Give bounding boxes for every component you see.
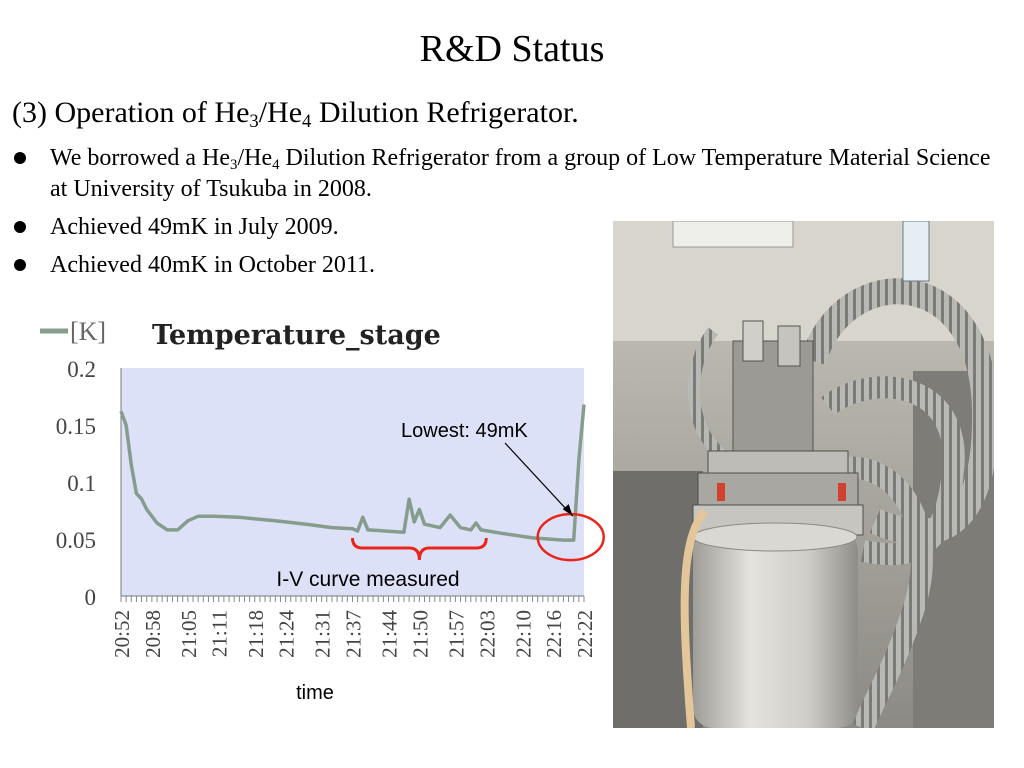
- chart-svg: Temperature_stage [K] 0 0.05 0.1 0.15 0.2 20:52…: [40, 317, 605, 704]
- y-tick-label: 0: [85, 585, 97, 610]
- y-tick-label: 0.1: [67, 471, 96, 496]
- photo-wall-panel: [613, 221, 994, 341]
- bullet-list: We borrowed a He3/He4 Dilution Refrigera…: [12, 143, 1002, 288]
- photo-dewar-top: [692, 522, 858, 552]
- x-tick-label: 22:10: [511, 610, 535, 658]
- lowest-arrow: [504, 442, 574, 517]
- x-tick-label: 21:44: [378, 610, 402, 658]
- bullet-text: Achieved 40mK in October 2011.: [50, 252, 376, 278]
- slide-subtitle: (3) Operation of He3/He4 Dilution Refrig…: [12, 94, 579, 132]
- series-line-k: [119, 404, 586, 542]
- bullet-item: We borrowed a He3/He4 Dilution Refrigera…: [12, 143, 1002, 205]
- subtitle-mid: /He: [258, 96, 303, 129]
- y-tick-label: 0.2: [67, 357, 96, 382]
- bullet-text-suffix: Dilution Refrigerator from a group of Lo…: [50, 145, 991, 202]
- bullet-dot-icon: [14, 152, 26, 164]
- x-axis-label: time: [296, 682, 334, 704]
- subtitle-sub2: 4: [302, 111, 312, 133]
- plot-area: [121, 368, 584, 596]
- photo-hose-middle: [821, 376, 965, 566]
- bullet-text: Achieved 49mK in July 2009.: [50, 214, 339, 240]
- subtitle-sub1: 3: [249, 111, 259, 133]
- x-tick-label: 21:11: [208, 610, 232, 657]
- bullet-sub1: 3: [230, 157, 238, 174]
- bullet-dot-icon: [14, 259, 26, 271]
- x-tick-label: 22:03: [475, 610, 499, 658]
- lowest-arrowhead: [562, 504, 573, 517]
- bullet-item: Achieved 49mK in July 2009.: [12, 212, 1002, 243]
- refrigerator-photo-drawing: [613, 220, 999, 732]
- temperature-chart: Temperature_stage [K] 0 0.05 0.1 0.15 0.2 20:52…: [0, 300, 620, 710]
- bullet-text-prefix: We borrowed a He: [50, 145, 230, 171]
- photo-red-tag: [838, 483, 846, 501]
- subtitle-prefix: (3) Operation of He: [12, 96, 250, 129]
- slide-title: R&D Status: [419, 28, 605, 70]
- x-tick-label: 21:31: [311, 610, 335, 658]
- x-tick-label: 21:37: [342, 610, 366, 658]
- iv-curve-annotation: I-V curve measured: [276, 568, 459, 591]
- legend-label: [K]: [70, 317, 106, 346]
- photo-hose-lower: [824, 456, 933, 732]
- photo-valve-box: [777, 325, 801, 367]
- photo-gauge: [902, 220, 930, 282]
- lowest-annotation: Lowest: 49mK: [401, 420, 528, 442]
- x-tick-label: 22:22: [573, 610, 597, 658]
- x-tick-label: 20:52: [110, 610, 134, 658]
- bullet-text-mid: /He: [237, 145, 273, 171]
- bullet-dot-icon: [14, 221, 26, 233]
- x-tick-label: 21:18: [244, 610, 268, 658]
- bullet-item: Achieved 40mK in October 2011.: [12, 250, 1002, 281]
- photo-red-tag: [717, 483, 725, 501]
- photo-switch-panel: [672, 220, 794, 248]
- bullet-sub2: 4: [272, 157, 280, 174]
- refrigerator-photo: [613, 220, 999, 732]
- photo-beige-tube: [680, 508, 709, 729]
- iv-curve-brace: [351, 537, 488, 561]
- photo-flange-top: [707, 450, 849, 474]
- photo-valve-box: [742, 320, 764, 362]
- x-tick-label: 20:58: [141, 610, 165, 658]
- x-tick-label: 21:24: [275, 610, 299, 658]
- subtitle-suffix: Dilution Refrigerator.: [311, 96, 579, 129]
- x-tick-label: 21:50: [408, 610, 432, 658]
- y-tick-label: 0.15: [56, 414, 96, 439]
- chart-title: Temperature_stage: [152, 320, 441, 351]
- x-tick-label: 21:05: [177, 610, 201, 658]
- x-tick-label: 21:57: [444, 610, 468, 658]
- y-tick-label: 0.05: [56, 528, 96, 553]
- photo-dewar-tank: [693, 531, 858, 728]
- x-tick-label: 22:16: [542, 610, 566, 658]
